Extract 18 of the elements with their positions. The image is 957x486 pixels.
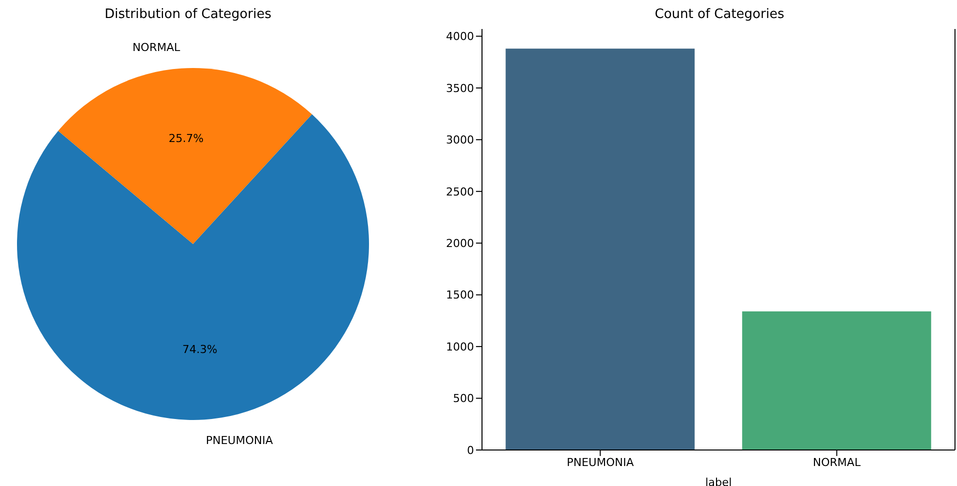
y-tick-label: 4000 — [446, 30, 474, 44]
y-tick-label: 2000 — [446, 237, 474, 250]
x-axis-title: label — [705, 476, 732, 486]
y-tick-label: 3000 — [446, 134, 474, 147]
slice-label: PNEUMONIA — [206, 434, 274, 448]
y-tick-label: 1000 — [446, 340, 474, 354]
chart-title: Count of Categories — [654, 7, 786, 22]
y-tick-label: 2500 — [446, 185, 474, 198]
y-tick-label: 0 — [467, 444, 474, 457]
data-label: 74.3% — [182, 342, 218, 356]
data-label: 25.7% — [168, 132, 204, 146]
pie-slice — [58, 68, 312, 244]
y-tick-label: 3500 — [446, 82, 474, 95]
pie-slice — [17, 114, 369, 420]
y-tick-label: 1500 — [446, 288, 474, 302]
slice-label: NORMAL — [132, 40, 181, 54]
chart-title: Distribution of Categories — [104, 7, 272, 22]
y-tick-label: 500 — [453, 392, 474, 406]
